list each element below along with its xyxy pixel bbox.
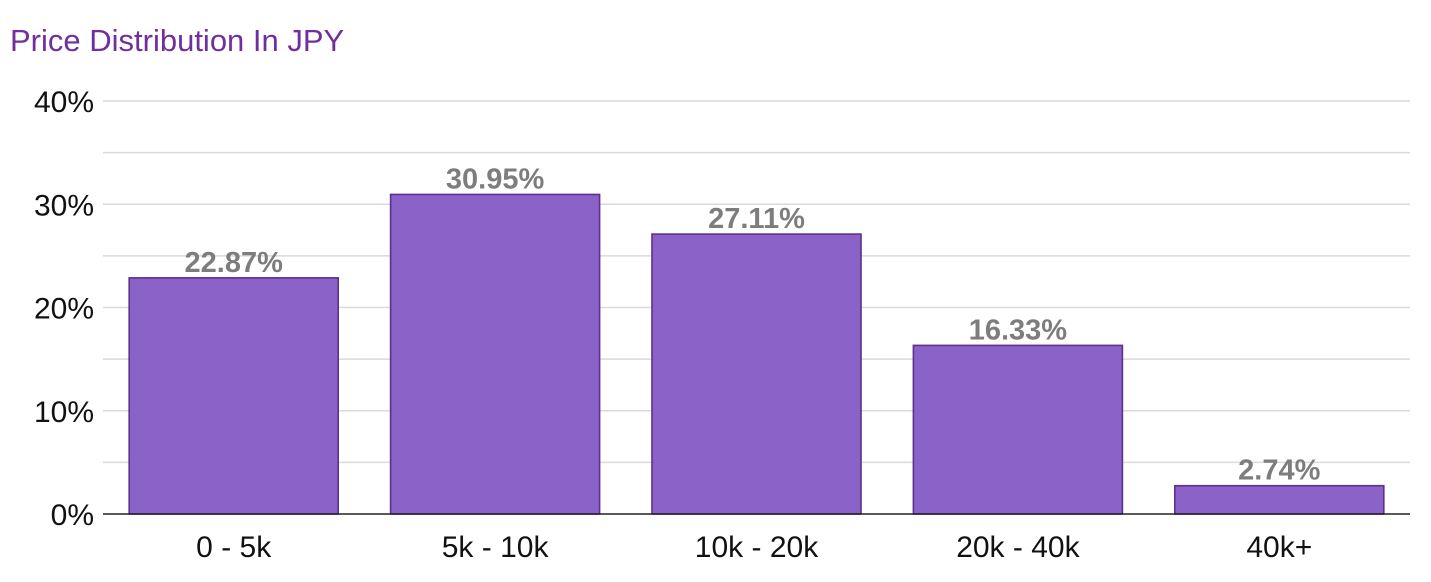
data-label: 16.33% [969,314,1068,346]
y-tick-label: 40% [34,86,94,119]
y-tick-label: 20% [34,293,94,326]
bar [389,193,601,515]
y-tick-label: 30% [34,189,94,222]
data-label: 30.95% [446,163,545,195]
data-label: 22.87% [185,247,284,279]
bar [651,233,862,515]
y-tick-label: 0% [51,499,94,532]
x-tick-label: 0 - 5k [196,531,272,564]
bar [912,344,1124,515]
x-axis-ticks: 0 - 5k 5k - 10k 10k - 20k 20k - 40k 40k+ [196,531,1312,564]
x-tick-label: 5k - 10k [442,531,550,564]
bar [128,277,339,515]
x-tick-label: 10k - 20k [695,531,819,564]
data-label: 2.74% [1238,455,1320,487]
x-tick-label: 20k - 40k [956,531,1080,564]
y-axis-ticks: 0% 10% 20% 30% 40% [34,86,94,532]
bar [1174,484,1385,515]
x-tick-label: 40k+ [1246,531,1312,564]
data-labels: 22.87% 30.95% 27.11% 16.33% 2.74% [185,163,1321,486]
y-tick-label: 10% [34,396,94,429]
data-label: 27.11% [708,203,805,235]
chart-title: Price Distribution In JPY [10,23,345,58]
bars [128,193,1385,515]
